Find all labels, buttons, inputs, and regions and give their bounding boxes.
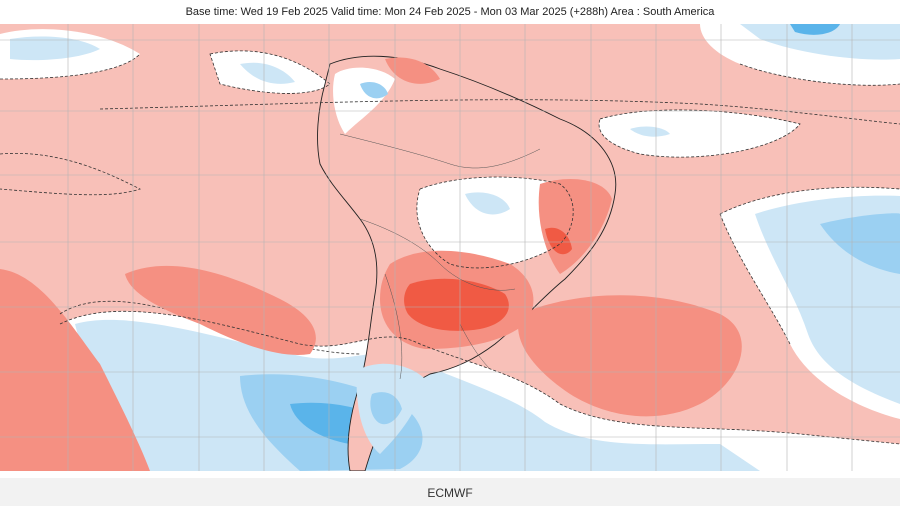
country-borders [339, 133, 541, 380]
southern-cone-hot [404, 278, 509, 331]
southwest-warm-band [0, 269, 150, 471]
anomaly-map-canvas [0, 24, 900, 471]
venezuela-warm [385, 57, 440, 84]
southwest-warm-outline [59, 300, 361, 355]
central-brazil-cool [465, 192, 510, 215]
central-brazil-neutral [416, 177, 574, 268]
footer-bar: ECMWF [0, 478, 900, 506]
lat-lon-grid [0, 24, 900, 471]
northeast-brazil-hot [545, 227, 572, 255]
south-atlantic-warm [518, 295, 742, 417]
zero-contours [0, 50, 900, 445]
northern-andes-cool [360, 82, 388, 99]
northeast-cool-fill [740, 24, 900, 60]
north-cool-patch-a [10, 36, 100, 61]
patagonia-cool-core [370, 392, 402, 425]
equatorial-atlantic-cool [630, 126, 670, 137]
atlantic-cool-core [820, 213, 900, 274]
pacific-warm-band [125, 265, 316, 355]
equatorial-atlantic-patch [599, 109, 800, 158]
anomaly-map [0, 24, 900, 471]
map-title: Base time: Wed 19 Feb 2025 Valid time: M… [185, 6, 715, 18]
northeast-cool-core [790, 24, 840, 35]
northern-andes-neutral [333, 67, 395, 134]
footer-label: ECMWF [427, 486, 473, 500]
north-cool-patch-c [240, 62, 295, 84]
